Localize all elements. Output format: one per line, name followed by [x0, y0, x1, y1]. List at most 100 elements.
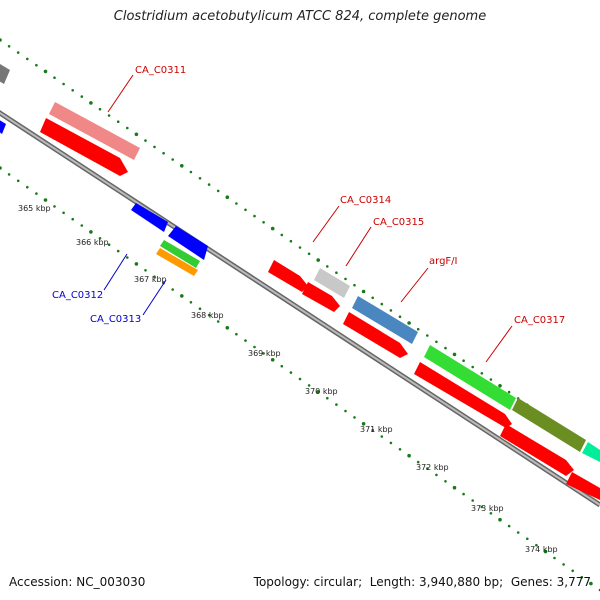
ring-dot — [498, 384, 502, 388]
gene-feature-red-6[interactable] — [566, 472, 600, 500]
ring-dot — [80, 95, 84, 98]
ring-dot — [462, 359, 465, 363]
gene-feature-red-1[interactable] — [268, 260, 308, 292]
gene-feature-gray-top[interactable] — [0, 64, 10, 84]
gene-label-argf[interactable]: argF/I — [429, 256, 457, 267]
ring-dot — [316, 258, 321, 262]
ring-dot — [235, 202, 238, 205]
gene-feature-ca-c0312-b[interactable] — [168, 226, 208, 260]
ring-dot — [371, 428, 375, 432]
tick-label: 367 kbp — [134, 275, 167, 284]
ring-dot — [398, 448, 402, 451]
tick-label: 372 kbp — [416, 463, 449, 472]
ring-dot — [71, 217, 74, 221]
ring-dot — [416, 327, 420, 331]
ring-dot — [270, 226, 275, 231]
gene-feature-red-2[interactable] — [302, 282, 340, 312]
ring-dot — [134, 132, 139, 137]
ring-dot — [262, 352, 265, 355]
ring-dot — [398, 315, 402, 319]
backbone — [0, 110, 600, 508]
ring-dot — [189, 170, 193, 174]
ring-dot — [26, 185, 29, 189]
ring-dot — [244, 339, 247, 342]
ring-dot — [462, 492, 465, 496]
ring-dot — [371, 296, 375, 300]
ring-dot — [144, 269, 147, 272]
ring-dot — [253, 214, 256, 218]
tick-labels: 365 kbp 366 kbp 367 kbp 368 kbp 369 kbp … — [18, 204, 558, 554]
tick-label: 370 kbp — [305, 387, 338, 396]
gene-feature-blue-left[interactable] — [0, 118, 6, 134]
gene-feature-red-5[interactable] — [500, 424, 574, 476]
ring-dot — [189, 301, 193, 304]
ring-dot — [53, 76, 56, 79]
ring-dot — [326, 265, 329, 268]
ring-dot — [116, 120, 120, 123]
ring-dot — [0, 166, 2, 170]
ring-dot — [180, 164, 184, 168]
ring-dot — [116, 249, 120, 253]
gene-feature-ca-c0312-a[interactable] — [131, 203, 168, 232]
ring-dot — [489, 512, 493, 515]
ring-dot — [426, 334, 429, 337]
gene-feature-red-4[interactable] — [414, 362, 512, 428]
gene-label-ca-c0311[interactable]: CA_C0311 — [135, 65, 186, 76]
gene-feature-ca-c0313-green[interactable] — [160, 240, 200, 268]
ring-dot — [153, 145, 156, 149]
ring-dot — [16, 179, 20, 183]
gene-feature-ca-c0317[interactable] — [424, 345, 516, 410]
gene-feature-ca-c0311-red[interactable] — [40, 118, 128, 176]
ring-dot — [298, 246, 302, 249]
gene-features — [0, 64, 600, 500]
ring-dot — [216, 320, 220, 323]
ring-dot — [16, 51, 20, 54]
tick-label: 368 kbp — [191, 311, 224, 320]
ring-dot — [280, 233, 284, 237]
gene-label-ca-c0314[interactable]: CA_C0314 — [340, 195, 391, 206]
dotted-rings — [0, 38, 600, 592]
ring-dot — [207, 313, 211, 317]
gene-label-ca-c0313[interactable]: CA_C0313 — [90, 314, 141, 325]
ring-dot — [435, 340, 438, 344]
topology-label: Topology: — [253, 575, 310, 589]
callout-lines — [103, 74, 513, 363]
ring-dot — [53, 205, 56, 208]
gene-feature-ca-c0313-orange[interactable] — [156, 248, 198, 276]
ring-dot — [298, 377, 302, 381]
ring-dot — [98, 237, 102, 240]
ring-dot — [571, 569, 574, 573]
ring-dot — [516, 531, 520, 534]
ring-dot — [180, 294, 184, 298]
gene-label-ca-c0317[interactable]: CA_C0317 — [514, 315, 565, 326]
tick-label: 371 kbp — [360, 425, 393, 434]
ring-dot — [126, 126, 129, 130]
gene-feature-ca-c0311[interactable] — [49, 102, 140, 160]
ring-dot — [126, 256, 129, 259]
ring-dot — [389, 441, 393, 445]
ring-dot — [444, 480, 447, 483]
gene-feature-ca-c0315[interactable] — [314, 268, 350, 298]
ring-dot — [0, 38, 2, 42]
gene-feature-teal[interactable] — [582, 442, 600, 462]
ring-dot — [62, 82, 65, 86]
ring-dot — [543, 549, 548, 554]
tick-label: 373 kbp — [471, 504, 504, 513]
gene-feature-olive[interactable] — [512, 398, 586, 452]
topology-value: circular — [313, 575, 359, 589]
ring-dot — [589, 581, 593, 586]
ring-dot — [416, 460, 420, 464]
ring-dot — [270, 358, 275, 362]
accession-label: Accession: — [9, 575, 73, 589]
gene-label-ca-c0312[interactable]: CA_C0312 — [52, 290, 103, 301]
ring-dot — [553, 556, 556, 560]
ring-dot — [335, 271, 338, 275]
ring-dot — [335, 403, 338, 406]
genes-label: Genes: — [510, 575, 553, 589]
gene-label-ca-c0315[interactable]: CA_C0315 — [373, 217, 424, 228]
length-label: Length: — [369, 575, 416, 589]
gene-feature-red-3[interactable] — [343, 312, 408, 358]
ring-dot — [225, 326, 230, 330]
ring-dot — [89, 230, 93, 234]
gene-feature-argf[interactable] — [352, 296, 418, 344]
